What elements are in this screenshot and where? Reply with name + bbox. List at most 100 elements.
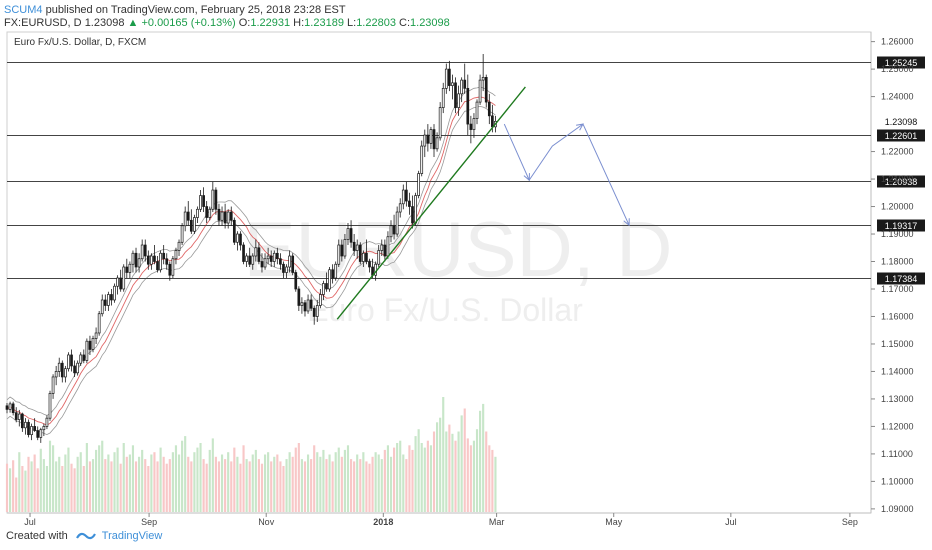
volume-bar <box>325 459 328 512</box>
candle-body <box>202 195 205 207</box>
candle-body <box>285 266 288 273</box>
candle-body <box>272 252 276 262</box>
volume-bar <box>319 456 322 512</box>
low-value: 1.22803 <box>356 17 396 29</box>
volume-bar <box>144 459 147 512</box>
volume-bar <box>128 454 131 512</box>
candle-body <box>226 211 230 224</box>
created-with-text: Created with <box>6 530 68 542</box>
candle-body <box>269 255 273 262</box>
candle-body <box>193 217 196 232</box>
last-price-tag <box>877 115 925 128</box>
candle-body <box>113 285 116 301</box>
volume-bar <box>260 463 264 512</box>
last-price: 1.23098 <box>84 17 125 29</box>
tradingview-logo-icon <box>75 532 96 540</box>
time-tick-label: Jul <box>725 517 737 527</box>
candle-body <box>288 255 291 268</box>
published-text: published on TradingView.com, February 2… <box>45 4 346 16</box>
candle-series <box>5 53 497 443</box>
candle-body <box>334 263 338 279</box>
candle-body <box>165 258 169 265</box>
candle-body <box>318 294 322 306</box>
candle-body <box>91 338 95 350</box>
drawings <box>336 86 630 320</box>
candle-body <box>140 244 144 260</box>
volume-bar <box>439 417 442 512</box>
volume-bar <box>85 443 88 512</box>
candle-body <box>199 195 202 210</box>
candle-body <box>457 93 460 108</box>
candle-body <box>460 79 464 95</box>
candle-body <box>116 277 119 287</box>
candle-body <box>159 252 162 271</box>
candle-body <box>177 241 181 251</box>
volume-bar <box>21 466 24 512</box>
volume-bar <box>162 456 165 512</box>
candle-body <box>57 362 61 372</box>
volume-bar <box>88 461 92 512</box>
level-price-label: 1.25245 <box>885 58 918 68</box>
candle-body <box>487 101 491 117</box>
volume-bar <box>110 461 113 512</box>
volume-bar <box>343 449 346 512</box>
volume-bar <box>432 431 436 512</box>
level-price-tag <box>877 175 925 188</box>
volume-bar <box>291 456 294 512</box>
volume-bar <box>383 449 386 512</box>
volume-bar <box>214 456 217 512</box>
candle-body <box>168 263 172 276</box>
candle-body <box>64 368 67 378</box>
price-tick-label: 1.13000 <box>881 394 914 404</box>
candle-body <box>448 68 451 86</box>
volume-bar <box>405 459 408 512</box>
candle-body <box>76 362 80 374</box>
volume-bar <box>242 445 245 512</box>
candle-body <box>463 79 467 89</box>
candle-body <box>242 244 245 262</box>
candle-body <box>484 77 488 103</box>
watermark-name: Euro Fx/U.S. Dollar <box>307 292 583 328</box>
volume-bar <box>353 461 356 512</box>
candle-body <box>134 252 138 268</box>
volume-bar <box>303 461 307 512</box>
candle-body <box>358 244 362 262</box>
author-link[interactable]: SCUM4 <box>4 4 43 16</box>
volume-bar <box>285 459 288 512</box>
volume-bar <box>220 454 224 512</box>
candle-body <box>189 219 193 232</box>
volume-bar <box>445 431 448 512</box>
candle-body <box>257 247 261 262</box>
candle-body <box>392 225 396 235</box>
volume-bar <box>52 445 55 512</box>
volume-bar <box>300 459 303 512</box>
chart-title: Euro Fx/U.S. Dollar, D, FXCM <box>14 37 146 48</box>
volume-bar <box>156 461 159 512</box>
volume-bar <box>95 449 98 512</box>
ma-middle-line <box>6 96 496 426</box>
volume-bar <box>279 461 282 512</box>
close-label: C: <box>399 17 411 29</box>
candle-body <box>260 261 264 268</box>
candle-body <box>174 250 178 260</box>
volume-bar <box>45 466 49 512</box>
candle-body <box>405 189 408 202</box>
volume-bar <box>448 424 451 512</box>
candle-body <box>398 203 402 213</box>
volume-bar <box>414 436 417 512</box>
volume-bar <box>310 459 313 512</box>
volume-bar <box>494 456 497 512</box>
volume-bar <box>174 445 178 512</box>
price-tick-label: 1.09000 <box>881 504 914 514</box>
volume-bar <box>346 445 350 512</box>
volume-bar <box>337 447 340 512</box>
candle-body <box>469 123 473 130</box>
volume-bar <box>429 445 433 512</box>
volume-bar <box>27 456 30 512</box>
volume-bar <box>442 397 445 512</box>
price-tick-label: 1.17000 <box>881 284 914 294</box>
candle-body <box>97 313 101 334</box>
candle-body <box>88 340 92 350</box>
tradingview-brand-link[interactable]: TradingView <box>101 530 163 542</box>
